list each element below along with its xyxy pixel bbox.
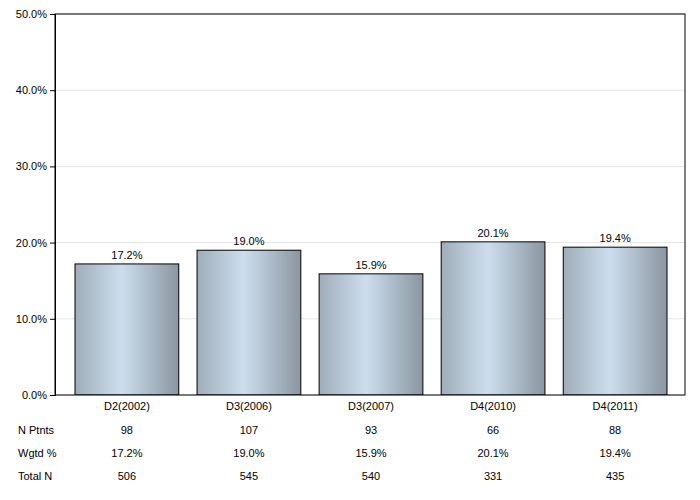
table-row-label: N Ptnts: [18, 424, 55, 436]
table-cell: 93: [365, 424, 377, 436]
y-axis: 0.0% 10.0% 20.0% 30.0% 40.0% 50.0%: [16, 8, 56, 401]
x-tick: D3(2006): [226, 395, 272, 412]
y-tick: 50.0%: [16, 8, 55, 20]
x-tick: D4(2010): [470, 395, 516, 412]
x-axis: D2(2002) D3(2006) D3(2007) D4(2010) D4(2011): [104, 395, 638, 412]
table-row-label: Total N: [18, 470, 52, 482]
y-tick-mark: [50, 319, 55, 320]
x-tick-label: D4(2010): [470, 400, 516, 412]
y-tick-mark: [50, 166, 55, 167]
chart: 17.2% 19.0% 15.9% 20.1% 19.4% 0.0% 10.0% 20.0% 3…: [0, 0, 700, 500]
table-cell: 98: [121, 424, 133, 436]
x-tick: D4(2011): [593, 395, 638, 412]
grid-line: [55, 242, 685, 243]
y-tick-mark: [50, 14, 55, 15]
y-tick: 20.0%: [16, 237, 55, 249]
bar: [75, 264, 179, 395]
x-tick-label: D4(2011): [593, 400, 638, 412]
y-axis-line: [50, 15, 56, 396]
y-tick-label: 0.0%: [22, 389, 47, 401]
grid-line: [55, 90, 685, 91]
y-tick-label: 30.0%: [16, 160, 47, 172]
table-cell: 435: [606, 470, 624, 482]
table-cell: 20.1%: [477, 447, 508, 459]
table-cell: 107: [240, 424, 258, 436]
y-tick-mark: [50, 90, 55, 91]
data-label: 17.2%: [111, 249, 142, 261]
bars: [75, 242, 667, 395]
table-cell: 15.9%: [355, 447, 386, 459]
x-tick-label: D3(2007): [348, 400, 394, 412]
data-label: 20.1%: [477, 227, 508, 239]
y-tick-mark: [50, 395, 55, 396]
table-row-label: Wgtd %: [18, 447, 57, 459]
table-cell: 17.2%: [111, 447, 142, 459]
y-tick-label: 40.0%: [16, 84, 47, 96]
y-tick: 0.0%: [22, 389, 55, 401]
table-cell: 545: [240, 470, 258, 482]
x-tick: D2(2002): [104, 395, 150, 412]
y-tick-mark: [50, 243, 55, 244]
bar: [563, 247, 667, 395]
data-labels: 17.2% 19.0% 15.9% 20.1% 19.4%: [111, 227, 631, 271]
data-label: 19.0%: [233, 235, 264, 247]
table-cell: 331: [484, 470, 502, 482]
data-table: N Ptnts 98 107 93 66 88 Wgtd % 17.2% 19.0% 15.9% 2…: [18, 424, 631, 482]
data-label: 19.4%: [600, 232, 631, 244]
x-tick-label: D2(2002): [104, 400, 150, 412]
grid: [55, 14, 685, 395]
bar: [441, 242, 545, 395]
plot-background: [55, 14, 685, 395]
table-cell: 88: [609, 424, 621, 436]
table-cell: 19.0%: [233, 447, 264, 459]
y-tick: 10.0%: [16, 313, 55, 325]
y-tick: 40.0%: [16, 84, 55, 96]
x-tick-label: D3(2006): [226, 400, 272, 412]
grid-line: [55, 166, 685, 167]
bar: [319, 274, 423, 395]
bar: [197, 250, 301, 395]
y-tick-label: 20.0%: [16, 237, 47, 249]
data-label: 15.9%: [355, 259, 386, 271]
table-cell: 66: [487, 424, 499, 436]
table-cell: 19.4%: [600, 447, 631, 459]
y-tick: 30.0%: [16, 160, 55, 172]
x-tick: D3(2007): [348, 395, 394, 412]
table-cell: 506: [118, 470, 136, 482]
plot-frame: [55, 14, 685, 395]
table-cell: 540: [362, 470, 380, 482]
y-tick-label: 10.0%: [16, 313, 47, 325]
y-tick-label: 50.0%: [16, 8, 47, 20]
